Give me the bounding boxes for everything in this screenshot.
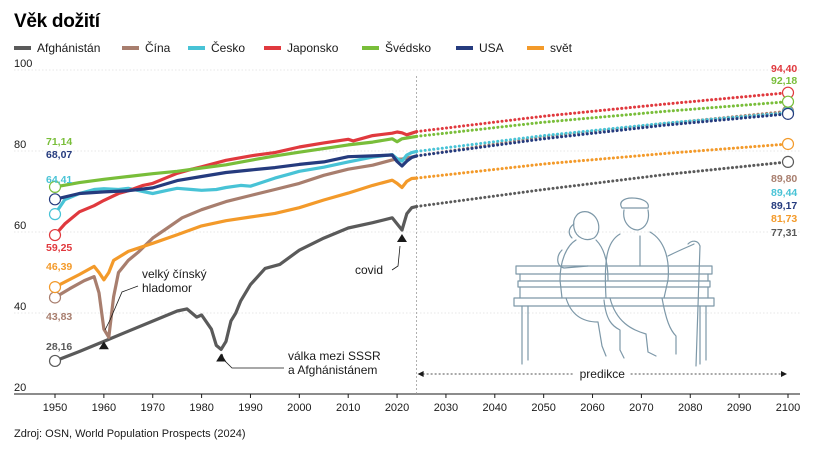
y-tick-label: 40 <box>14 301 26 313</box>
series-projection <box>415 160 790 208</box>
series-line <box>53 149 419 216</box>
annotation-text: válka mezi SSSR <box>288 349 381 363</box>
y-tick-label: 100 <box>14 58 32 70</box>
source-note: Zdroj: OSN, World Population Prospects (… <box>14 428 246 440</box>
legend: Afghánistán Čína Česko Japonsko Švédsko USA sv… <box>14 40 573 55</box>
series-layer <box>53 91 790 363</box>
end-marker <box>781 95 795 108</box>
projection-divider: predikce <box>416 76 787 394</box>
start-value-label: 43,83 <box>46 311 72 323</box>
annotation-text: a Afghánistánem <box>288 363 377 377</box>
series-line <box>53 134 419 189</box>
end-value-label: 81,73 <box>771 213 797 225</box>
legend-label: Afghánistán <box>37 41 100 55</box>
annotation-marker <box>98 341 109 350</box>
start-marker <box>48 208 62 221</box>
start-value-label: 68,07 <box>46 149 72 161</box>
x-tick-label: 1950 <box>43 402 67 414</box>
x-tick-label: 2060 <box>580 402 604 414</box>
y-tick-label: 60 <box>14 220 26 232</box>
chart-title: Věk dožití <box>14 11 101 32</box>
series-line <box>53 130 419 237</box>
legend-label: Česko <box>211 40 245 55</box>
grid <box>14 69 800 395</box>
annotation-text: hladomor <box>142 281 192 295</box>
start-value-label: 59,25 <box>46 242 72 254</box>
legend-label: Japonsko <box>287 41 339 55</box>
end-value-label: 89,44 <box>771 187 797 199</box>
annotation-text: covid <box>355 263 383 277</box>
series-line <box>53 176 419 289</box>
annotation-marker <box>396 233 407 242</box>
y-tick-label: 20 <box>14 382 26 394</box>
x-tick-label: 2030 <box>434 402 458 414</box>
predikce-label-bg <box>574 366 631 382</box>
series-projection <box>415 112 790 158</box>
legend-label: USA <box>479 41 504 55</box>
series-line <box>53 153 419 201</box>
x-tick-label: 2000 <box>287 402 311 414</box>
x-tick-label: 2070 <box>629 402 653 414</box>
start-marker <box>48 281 62 294</box>
start-marker <box>48 291 62 304</box>
annotation-text: velký čínský <box>142 267 207 281</box>
x-tick-label: 1980 <box>189 402 213 414</box>
x-tick-label: 2080 <box>678 402 702 414</box>
predikce-label: predikce <box>580 367 626 381</box>
x-tick-label: 2010 <box>336 402 360 414</box>
annotation-leader <box>104 285 139 331</box>
legend-label: Čína <box>145 40 171 55</box>
x-tick-label: 2050 <box>531 402 555 414</box>
start-marker <box>48 193 62 206</box>
series-projection <box>415 91 790 134</box>
start-value-label: 46,39 <box>46 261 72 273</box>
y-tick-label: 80 <box>14 139 26 151</box>
elderly-couple-bench-illustration <box>513 197 715 367</box>
x-tick-label: 1970 <box>140 402 164 414</box>
x-tick-label: 1960 <box>92 402 116 414</box>
predikce-arrow-left <box>417 371 424 377</box>
start-value-label: 28,16 <box>46 341 72 353</box>
end-value-label: 89,17 <box>771 200 797 212</box>
annotation-leader <box>391 245 401 271</box>
x-tick-label: 1990 <box>238 402 262 414</box>
annotation-marker <box>216 353 227 362</box>
x-tick-label: 2020 <box>385 402 409 414</box>
start-marker <box>48 228 62 242</box>
end-value-label: 89,80 <box>771 173 797 185</box>
start-value-label: 71,14 <box>46 136 72 148</box>
legend-label: Švédsko <box>385 40 431 55</box>
predikce-arrow-right <box>781 371 787 377</box>
end-marker <box>781 107 795 120</box>
start-marker <box>48 180 62 193</box>
value-labels: 28,16 77,31 43,83 89,80 64,41 89,44 59,25 94,40… <box>46 63 797 368</box>
legend-label: svět <box>550 41 573 55</box>
end-value-label: 94,40 <box>771 63 797 75</box>
annotation-leader <box>221 353 284 369</box>
series-projection <box>415 111 790 153</box>
start-marker <box>48 354 62 368</box>
end-value-label: 92,18 <box>771 75 797 87</box>
start-value-label: 64,41 <box>46 174 72 186</box>
x-tick-label: 2040 <box>483 402 507 414</box>
end-marker <box>781 155 795 168</box>
end-marker <box>781 137 795 151</box>
series-line <box>53 204 419 363</box>
x-tick-label: 2090 <box>727 402 751 414</box>
series-projection <box>415 100 790 138</box>
series-projection <box>415 142 790 180</box>
x-tick-label: 2100 <box>776 402 800 414</box>
end-value-label: 77,31 <box>771 227 797 239</box>
